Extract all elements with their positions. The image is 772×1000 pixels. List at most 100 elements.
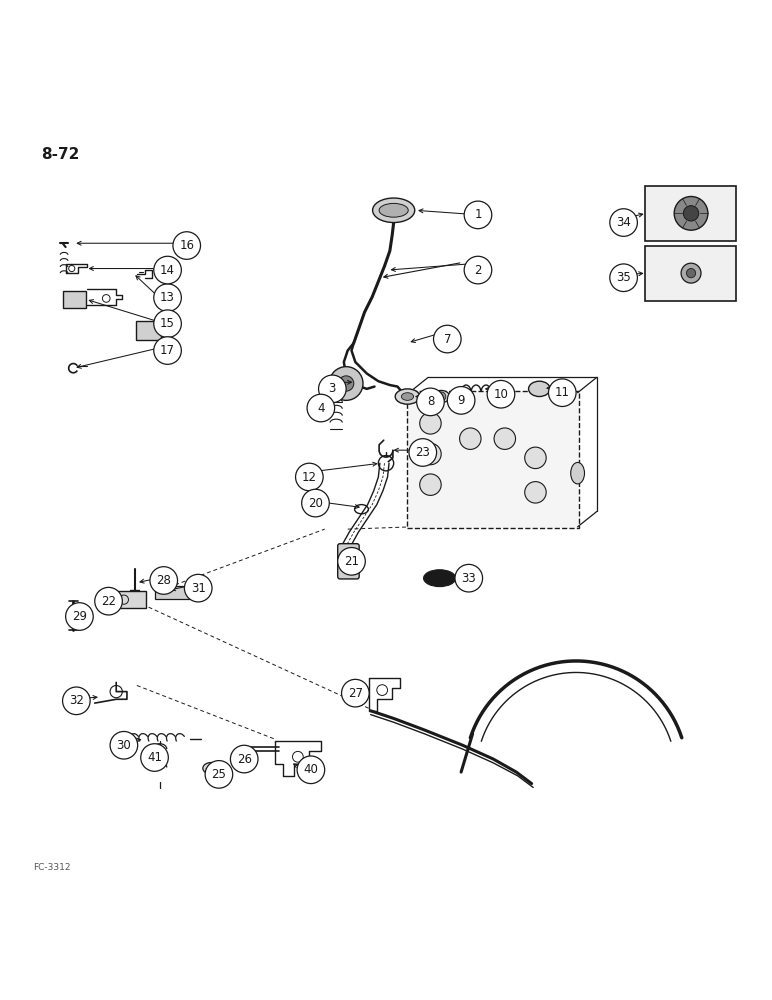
- Circle shape: [173, 232, 201, 259]
- Text: 21: 21: [344, 555, 359, 568]
- Text: 9: 9: [457, 394, 465, 407]
- Ellipse shape: [395, 389, 420, 404]
- Ellipse shape: [424, 570, 455, 587]
- Text: 25: 25: [212, 768, 226, 781]
- Circle shape: [341, 679, 369, 707]
- Text: 7: 7: [444, 333, 451, 346]
- Text: 26: 26: [237, 753, 252, 766]
- Text: 30: 30: [117, 739, 131, 752]
- Circle shape: [525, 447, 546, 469]
- Circle shape: [338, 376, 354, 391]
- Text: 23: 23: [415, 446, 430, 459]
- Circle shape: [686, 269, 696, 278]
- Text: 29: 29: [72, 610, 87, 623]
- Circle shape: [235, 752, 242, 758]
- Circle shape: [610, 209, 638, 236]
- Text: 40: 40: [303, 763, 318, 776]
- Ellipse shape: [379, 203, 408, 217]
- FancyBboxPatch shape: [155, 586, 189, 599]
- Text: 2: 2: [474, 264, 482, 277]
- Circle shape: [610, 264, 638, 292]
- Circle shape: [319, 375, 346, 403]
- Text: 32: 32: [69, 694, 84, 707]
- Circle shape: [674, 196, 708, 230]
- Text: 15: 15: [160, 317, 175, 330]
- Ellipse shape: [571, 462, 584, 484]
- FancyBboxPatch shape: [337, 544, 359, 579]
- Text: 27: 27: [348, 687, 363, 700]
- Circle shape: [525, 482, 546, 503]
- Ellipse shape: [401, 393, 414, 400]
- Text: 28: 28: [156, 574, 171, 587]
- Text: 10: 10: [493, 388, 509, 401]
- Ellipse shape: [433, 390, 449, 403]
- Circle shape: [487, 380, 515, 408]
- Text: 35: 35: [616, 271, 631, 284]
- Circle shape: [297, 756, 325, 784]
- FancyBboxPatch shape: [136, 321, 161, 340]
- Circle shape: [208, 764, 215, 772]
- Ellipse shape: [203, 763, 220, 774]
- Text: 12: 12: [302, 471, 317, 484]
- Text: 1: 1: [474, 208, 482, 221]
- Circle shape: [154, 310, 181, 338]
- Circle shape: [150, 567, 178, 594]
- Text: 17: 17: [160, 344, 175, 357]
- Circle shape: [683, 206, 699, 221]
- Text: 14: 14: [160, 264, 175, 277]
- Ellipse shape: [529, 381, 550, 397]
- Circle shape: [302, 489, 330, 517]
- FancyBboxPatch shape: [408, 391, 579, 528]
- Text: 20: 20: [308, 497, 323, 510]
- FancyBboxPatch shape: [645, 246, 736, 301]
- Circle shape: [154, 337, 181, 364]
- Text: 41: 41: [147, 751, 162, 764]
- Circle shape: [141, 744, 168, 771]
- Circle shape: [66, 603, 93, 630]
- Circle shape: [548, 379, 576, 406]
- Circle shape: [409, 439, 437, 466]
- Circle shape: [337, 548, 365, 575]
- Circle shape: [434, 325, 461, 353]
- Circle shape: [420, 474, 441, 495]
- Circle shape: [494, 428, 516, 449]
- Text: 11: 11: [555, 386, 570, 399]
- Circle shape: [230, 745, 258, 773]
- Circle shape: [681, 263, 701, 283]
- Text: 31: 31: [191, 582, 205, 595]
- Circle shape: [205, 761, 232, 788]
- Circle shape: [455, 564, 482, 592]
- Text: 34: 34: [616, 216, 631, 229]
- Text: 22: 22: [101, 595, 116, 608]
- Circle shape: [296, 463, 323, 491]
- Circle shape: [447, 387, 475, 414]
- Circle shape: [307, 394, 334, 422]
- Circle shape: [464, 256, 492, 284]
- Circle shape: [459, 428, 481, 449]
- Text: 8-72: 8-72: [41, 147, 80, 162]
- FancyBboxPatch shape: [116, 591, 146, 608]
- Circle shape: [154, 256, 181, 284]
- Text: 4: 4: [317, 402, 324, 415]
- Text: 8: 8: [427, 395, 434, 408]
- Circle shape: [417, 388, 444, 416]
- Ellipse shape: [373, 198, 415, 223]
- Text: 16: 16: [179, 239, 195, 252]
- Circle shape: [95, 587, 122, 615]
- Text: 3: 3: [329, 382, 336, 395]
- Circle shape: [437, 392, 445, 401]
- Ellipse shape: [232, 750, 245, 760]
- FancyBboxPatch shape: [63, 291, 86, 308]
- FancyBboxPatch shape: [645, 186, 736, 241]
- Circle shape: [420, 443, 441, 465]
- Circle shape: [420, 413, 441, 434]
- Circle shape: [464, 201, 492, 229]
- Circle shape: [154, 284, 181, 311]
- Text: 33: 33: [462, 572, 476, 585]
- Circle shape: [110, 731, 137, 759]
- Text: 13: 13: [160, 291, 175, 304]
- Circle shape: [63, 687, 90, 715]
- Circle shape: [330, 367, 363, 400]
- Circle shape: [185, 574, 212, 602]
- Text: FC-3312: FC-3312: [33, 863, 71, 872]
